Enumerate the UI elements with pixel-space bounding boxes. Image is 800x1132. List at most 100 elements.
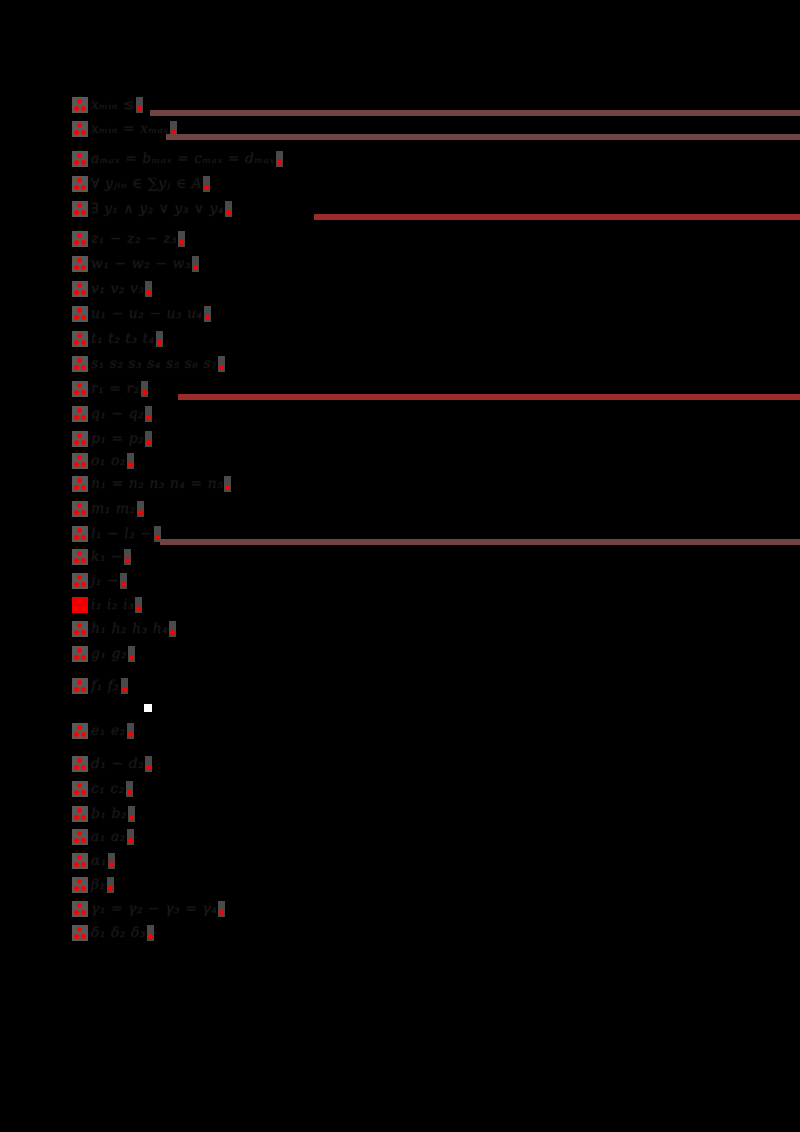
list-item[interactable]: j₁ − <box>72 572 128 590</box>
formula-text: j₁ − <box>91 573 120 589</box>
list-item[interactable]: i₁ i₂ i₃ <box>72 596 143 614</box>
end-dot-icon <box>153 526 161 542</box>
end-dot-icon <box>275 151 283 167</box>
formula-text: w₁ − w₂ − w₃ <box>91 256 192 272</box>
list-item[interactable]: b₁ b₂ <box>72 805 136 823</box>
bullet-marker-icon <box>72 526 88 542</box>
formula-text: r₁ = r₂ <box>91 381 140 397</box>
list-item[interactable]: z₁ − z₂ − z₃ <box>72 230 186 248</box>
list-item[interactable]: m₁ m₂ <box>72 500 144 518</box>
list-item[interactable]: f₁ f₂ <box>72 677 128 695</box>
list-item[interactable]: e₁ e₂ <box>72 722 134 740</box>
list-item[interactable]: δ₁ δ₂ δ₃ <box>72 924 155 942</box>
end-dot-icon <box>147 925 155 941</box>
list-item[interactable]: xₘᵢₙ = xₘₐₓ <box>72 120 177 138</box>
end-dot-icon <box>169 621 177 637</box>
list-item[interactable]: n₁ = n₂ n₃ n₄ = n₅ <box>72 475 232 493</box>
end-dot-icon <box>192 256 200 272</box>
formula-text: c₁ c₂ <box>91 781 125 797</box>
bullet-marker-icon <box>72 573 88 589</box>
end-dot-icon <box>128 806 136 822</box>
list-item[interactable]: t₁ t₂ t₃ t₄ <box>72 330 163 348</box>
bullet-marker-icon <box>72 121 88 137</box>
highlight-bar <box>160 539 800 545</box>
list-item[interactable]: u₁ − u₂ − u₃ u₄ <box>72 305 211 323</box>
list-item[interactable]: α₁ <box>72 852 116 870</box>
white-square-marker <box>144 704 152 712</box>
end-dot-icon <box>136 97 144 113</box>
bullet-marker-icon <box>72 597 88 613</box>
list-item[interactable]: q₁ − q₂ <box>72 405 153 423</box>
list-item[interactable]: l₁ − l₂ − <box>72 525 161 543</box>
formula-text: α₁ <box>91 853 108 869</box>
list-item[interactable]: β₁ <box>72 876 114 894</box>
bullet-marker-icon <box>72 877 88 893</box>
bullet-marker-icon <box>72 925 88 941</box>
bullet-marker-icon <box>72 756 88 772</box>
formula-text: p₁ = p₂ <box>91 431 145 447</box>
formula-text: z₁ − z₂ − z₃ <box>91 231 178 247</box>
end-dot-icon <box>218 356 226 372</box>
highlight-bar <box>314 214 800 220</box>
bullet-marker-icon <box>72 501 88 517</box>
bullet-marker-icon <box>72 176 88 192</box>
end-dot-icon <box>203 176 211 192</box>
end-dot-icon <box>140 381 148 397</box>
bullet-marker-icon <box>72 231 88 247</box>
end-dot-icon <box>135 597 143 613</box>
formula-text: l₁ − l₂ − <box>91 526 153 542</box>
list-item[interactable]: p₁ = p₂ <box>72 430 153 448</box>
formula-text: v₁ v₂ v₃ <box>91 281 145 297</box>
bullet-marker-icon <box>72 901 88 917</box>
formula-text: b₁ b₂ <box>91 806 128 822</box>
formula-text: g₁ g₂ <box>91 646 128 662</box>
formula-text: h₁ h₂ h₃ h₄ <box>91 621 169 637</box>
end-dot-icon <box>125 781 133 797</box>
bullet-marker-icon <box>72 453 88 469</box>
bullet-marker-icon <box>72 151 88 167</box>
bullet-marker-icon <box>72 97 88 113</box>
list-item[interactable]: γ₁ = γ₂ − γ₃ = γ₄ <box>72 900 226 918</box>
list-item[interactable]: aₘₐₓ = bₘₐₓ = cₘₐₓ = dₘₐₓ <box>72 150 283 168</box>
formula-text: β₁ <box>91 877 106 893</box>
formula-text: ∃ y₁ ∧ y₂ ∨ y₃ ∨ y₄ <box>91 201 225 217</box>
end-dot-icon <box>169 121 177 137</box>
formula-text: t₁ t₂ t₃ t₄ <box>91 331 155 347</box>
formula-text: aₘₐₓ = bₘₐₓ = cₘₐₓ = dₘₐₓ <box>91 151 275 167</box>
list-item[interactable]: ∀ yⱼᵢₙ ∈ ∑yⱼ ∈ A <box>72 175 211 193</box>
bullet-marker-icon <box>72 549 88 565</box>
end-dot-icon <box>178 231 186 247</box>
end-dot-icon <box>126 723 134 739</box>
end-dot-icon <box>124 549 132 565</box>
bullet-marker-icon <box>72 806 88 822</box>
list-item[interactable]: g₁ g₂ <box>72 645 136 663</box>
list-item[interactable]: h₁ h₂ h₃ h₄ <box>72 620 177 638</box>
list-item[interactable]: xₘᵢₙ ≤ <box>72 96 144 114</box>
formula-text: a₁ a₂ <box>91 829 126 845</box>
end-dot-icon <box>127 453 135 469</box>
highlight-bar <box>178 394 800 400</box>
list-item[interactable]: v₁ v₂ v₃ <box>72 280 153 298</box>
bullet-marker-icon <box>72 781 88 797</box>
list-item[interactable]: s₁ s₂ s₃ s₄ s₅ s₆ s₇ <box>72 355 226 373</box>
list-item[interactable]: d₁ − d₂ <box>72 755 153 773</box>
list-item[interactable]: a₁ a₂ <box>72 828 134 846</box>
bullet-marker-icon <box>72 201 88 217</box>
list-item[interactable]: ∃ y₁ ∧ y₂ ∨ y₃ ∨ y₄ <box>72 200 233 218</box>
formula-text: xₘᵢₙ = xₘₐₓ <box>91 121 169 137</box>
formula-text: e₁ e₂ <box>91 723 126 739</box>
formula-text: xₘᵢₙ ≤ <box>91 97 136 113</box>
list-item[interactable]: o₁ o₂ <box>72 452 135 470</box>
end-dot-icon <box>145 281 153 297</box>
list-item[interactable]: k₁ − <box>72 548 132 566</box>
end-dot-icon <box>218 901 226 917</box>
formula-text: u₁ − u₂ − u₃ u₄ <box>91 306 203 322</box>
bullet-marker-icon <box>72 306 88 322</box>
list-item[interactable]: r₁ = r₂ <box>72 380 148 398</box>
end-dot-icon <box>145 756 153 772</box>
list-item[interactable]: c₁ c₂ <box>72 780 133 798</box>
formula-text: d₁ − d₂ <box>91 756 145 772</box>
end-dot-icon <box>120 678 128 694</box>
list-item[interactable]: w₁ − w₂ − w₃ <box>72 255 200 273</box>
highlight-bar <box>166 134 800 140</box>
